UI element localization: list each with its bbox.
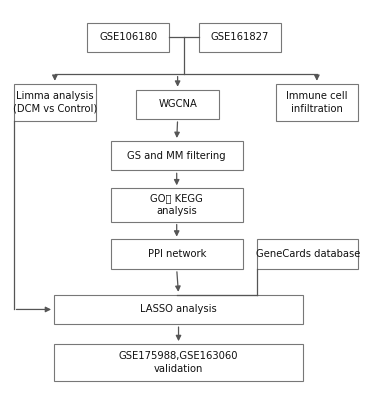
- Text: GeneCards database: GeneCards database: [256, 249, 360, 259]
- Text: GSE175988,GSE163060
validation: GSE175988,GSE163060 validation: [119, 351, 238, 374]
- Text: WGCNA: WGCNA: [158, 99, 197, 109]
- Text: GS and MM filtering: GS and MM filtering: [127, 151, 226, 161]
- Text: LASSO analysis: LASSO analysis: [140, 304, 217, 314]
- Text: GO， KEGG
analysis: GO， KEGG analysis: [150, 194, 203, 216]
- Text: PPI network: PPI network: [147, 249, 206, 259]
- FancyBboxPatch shape: [87, 22, 169, 52]
- FancyBboxPatch shape: [136, 90, 219, 119]
- Text: GSE161827: GSE161827: [211, 32, 269, 42]
- FancyBboxPatch shape: [111, 188, 243, 222]
- FancyBboxPatch shape: [14, 84, 96, 121]
- Text: GSE106180: GSE106180: [99, 32, 157, 42]
- Text: Immune cell
infiltration: Immune cell infiltration: [286, 91, 348, 114]
- FancyBboxPatch shape: [54, 344, 303, 382]
- FancyBboxPatch shape: [54, 295, 303, 324]
- FancyBboxPatch shape: [257, 240, 358, 269]
- FancyBboxPatch shape: [276, 84, 358, 121]
- FancyBboxPatch shape: [111, 240, 243, 269]
- FancyBboxPatch shape: [199, 22, 281, 52]
- FancyBboxPatch shape: [111, 141, 243, 170]
- Text: Limma analysis
(DCM vs Control): Limma analysis (DCM vs Control): [13, 91, 97, 114]
